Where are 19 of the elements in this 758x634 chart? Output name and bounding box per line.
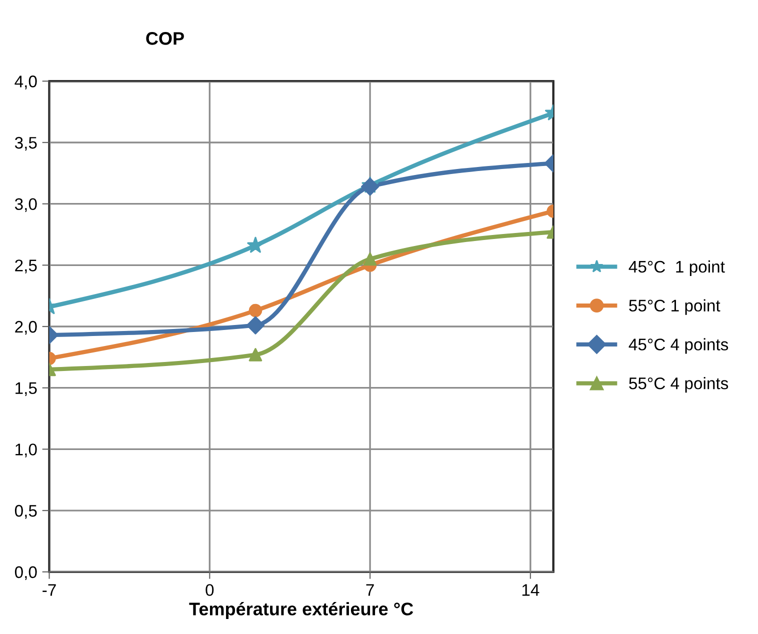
x-tick-label: 0 xyxy=(206,584,214,596)
y-tick-label: 0,5 xyxy=(14,504,37,519)
legend-label: 55°C 4 points xyxy=(629,377,728,393)
legend-label: 55°C 1 point xyxy=(629,299,720,315)
y-tick-label: 3,0 xyxy=(14,198,37,212)
y-tick-label: 0,0 xyxy=(14,566,37,580)
y-tick-label: 4,0 xyxy=(14,76,37,90)
x-tick-label: 7 xyxy=(366,584,374,596)
legend-label: 45°C 1 point xyxy=(628,260,725,276)
y-tick-label: 2,0 xyxy=(15,320,37,335)
y-tick-label: 1,5 xyxy=(16,382,37,396)
y-tick-label: 1,0 xyxy=(16,444,37,458)
y-tick-label: 2,5 xyxy=(15,260,37,274)
x-tick-label: -7 xyxy=(42,584,56,596)
legend-label: 45°C 4 points xyxy=(628,338,728,354)
y-tick-label: 3,5 xyxy=(14,136,37,151)
x-axis-title: Température extérieure °C xyxy=(189,602,414,619)
y-axis-title: COP xyxy=(146,32,184,45)
x-tick-label: 14 xyxy=(522,584,540,596)
